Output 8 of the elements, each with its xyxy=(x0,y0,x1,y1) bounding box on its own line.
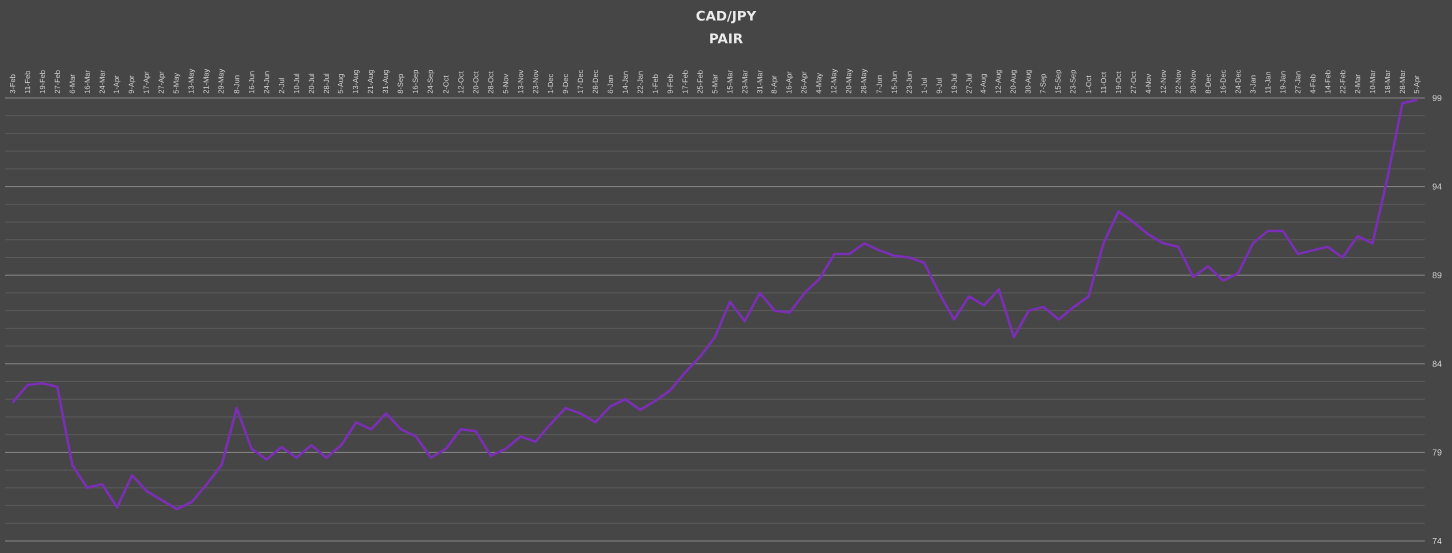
chart-subtitle: PAIR xyxy=(710,33,743,44)
chart-title: CAD/JPY xyxy=(696,10,757,24)
y-tick-label: 99 xyxy=(1432,94,1442,102)
y-tick-label: 84 xyxy=(1432,360,1442,367)
y-tick-label: 74 xyxy=(1432,538,1442,544)
y-tick-label: 89 xyxy=(1432,272,1442,279)
y-tick-label: 94 xyxy=(1432,183,1442,190)
y-tick-label: 79 xyxy=(1432,449,1442,456)
